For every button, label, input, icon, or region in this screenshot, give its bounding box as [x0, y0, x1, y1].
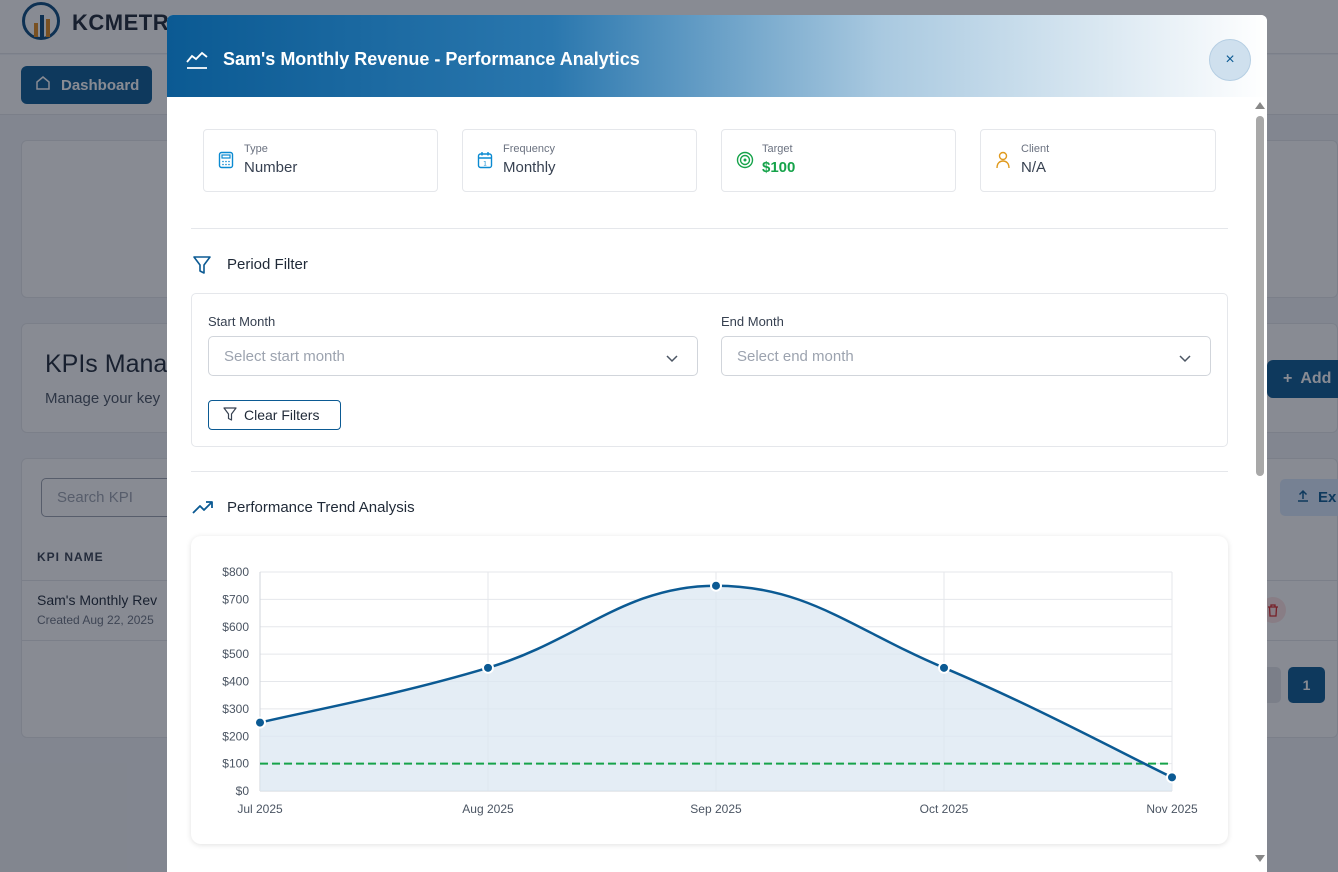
- data-point: [1166, 771, 1178, 784]
- x-tick-label: Aug 2025: [462, 802, 514, 816]
- data-point: [482, 661, 494, 674]
- close-icon: ×: [1225, 51, 1235, 68]
- start-month-select[interactable]: Select start month: [208, 336, 698, 376]
- target-icon: [736, 151, 754, 171]
- end-month-placeholder: Select end month: [737, 347, 854, 365]
- chevron-down-icon: [665, 350, 679, 367]
- filter-clear-icon: [223, 406, 237, 424]
- trend-chart-card: $0 $100 $200 $300 $400 $500 $600 $700 $800 Jul 20…: [191, 536, 1228, 844]
- y-tick-label: $400: [222, 675, 249, 689]
- info-card-client: Client N/A: [980, 129, 1216, 192]
- calendar-icon: 1: [477, 151, 495, 171]
- svg-text:1: 1: [483, 161, 487, 168]
- data-point: [710, 579, 722, 592]
- trend-analysis-title: Performance Trend Analysis: [227, 499, 415, 516]
- user-icon: [995, 151, 1013, 171]
- y-tick-label: $600: [222, 620, 249, 634]
- x-tick-label: Jul 2025: [237, 802, 283, 816]
- y-tick-label: $800: [222, 565, 249, 579]
- y-tick-label: $0: [236, 784, 250, 798]
- filter-icon: [192, 255, 212, 280]
- info-value: Number: [244, 159, 298, 176]
- info-label: Frequency: [503, 143, 555, 155]
- modal-header: Sam's Monthly Revenue - Performance Anal…: [167, 15, 1267, 97]
- data-point: [254, 716, 266, 729]
- scroll-thumb[interactable]: [1256, 116, 1264, 476]
- info-label: Client: [1021, 143, 1050, 155]
- scroll-up-arrow-icon[interactable]: [1255, 102, 1265, 109]
- end-month-label: End Month: [721, 314, 784, 329]
- divider: [191, 471, 1228, 472]
- x-tick-label: Sep 2025: [690, 802, 742, 816]
- info-card-frequency: 1 Frequency Monthly: [462, 129, 697, 192]
- info-card-target: Target $100: [721, 129, 956, 192]
- y-tick-label: $700: [222, 592, 249, 606]
- close-button[interactable]: ×: [1209, 39, 1251, 81]
- calculator-icon: [218, 151, 236, 171]
- trending-up-icon: [192, 499, 214, 520]
- info-value: Monthly: [503, 159, 556, 176]
- start-month-label: Start Month: [208, 314, 276, 329]
- chevron-down-icon: [1178, 350, 1192, 367]
- info-card-type: Type Number: [203, 129, 438, 192]
- clear-filters-button[interactable]: Clear Filters: [208, 400, 341, 430]
- x-tick-label: Nov 2025: [1146, 802, 1198, 816]
- data-point: [938, 661, 950, 674]
- divider: [191, 228, 1228, 229]
- modal-scrollbar[interactable]: [1253, 100, 1267, 872]
- x-tick-label: Oct 2025: [920, 802, 969, 816]
- info-label: Target: [762, 143, 793, 155]
- scroll-down-arrow-icon[interactable]: [1255, 855, 1265, 862]
- y-tick-label: $500: [222, 647, 249, 661]
- clear-filters-label: Clear Filters: [244, 407, 320, 423]
- period-filter-title: Period Filter: [227, 256, 308, 273]
- modal-title: Sam's Monthly Revenue - Performance Anal…: [223, 49, 640, 69]
- period-filter-panel: Start Month Select start month End Month…: [191, 293, 1228, 447]
- y-tick-label: $100: [222, 757, 249, 771]
- line-chart-icon: [186, 50, 208, 75]
- kpi-analytics-modal: Sam's Monthly Revenue - Performance Anal…: [167, 15, 1267, 872]
- y-tick-label: $300: [222, 702, 249, 716]
- trend-chart: $0 $100 $200 $300 $400 $500 $600 $700 $800 Jul 20…: [222, 565, 1198, 816]
- area-fill: [260, 585, 1172, 791]
- info-label: Type: [244, 143, 268, 155]
- info-value: $100: [762, 159, 796, 176]
- end-month-select[interactable]: Select end month: [721, 336, 1211, 376]
- y-tick-label: $200: [222, 729, 249, 743]
- start-month-placeholder: Select start month: [224, 347, 345, 365]
- info-value: N/A: [1021, 159, 1047, 176]
